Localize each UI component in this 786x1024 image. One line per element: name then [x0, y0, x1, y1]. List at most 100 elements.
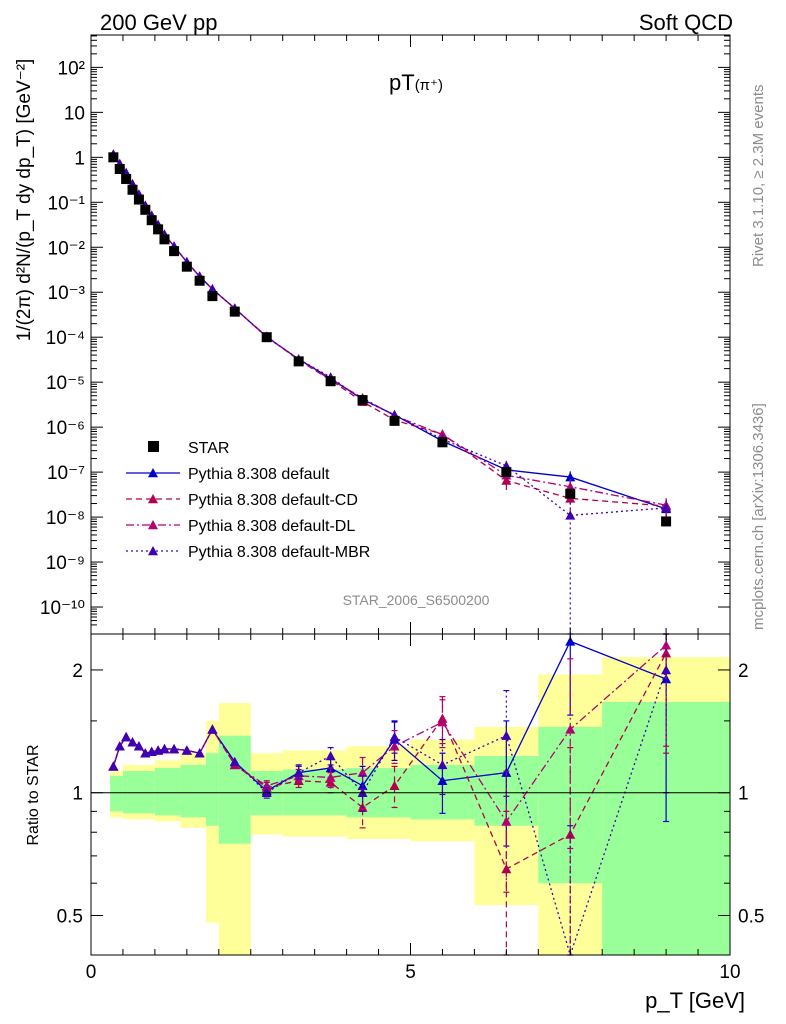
ratio-marker-mbr — [325, 751, 336, 761]
top-marker-star — [121, 173, 132, 184]
y-tick-label-ratio: 2 — [72, 661, 83, 682]
top-marker-star — [146, 215, 157, 226]
legend-marker-star — [148, 441, 159, 452]
plot-title-paren: (π⁺) — [415, 77, 443, 94]
band-green — [110, 775, 123, 812]
y-tick-label-top: 1 — [74, 148, 85, 169]
ratio-marker-mbr — [207, 724, 218, 734]
x-tick-label: 0 — [86, 962, 97, 983]
ratio-marker-mbr — [437, 759, 448, 770]
mcplots-label: mcplots.cern.ch [arXiv:1306.3436] — [750, 403, 767, 630]
band-green — [154, 767, 181, 816]
rivet-label: Rivet 3.1.10, ≥ 2.3M events — [750, 85, 767, 268]
ratio-marker-mbr — [114, 741, 125, 751]
ratio-marker-mbr — [293, 767, 304, 777]
ratio-uncertainty-bands — [110, 657, 730, 955]
top-marker-star — [229, 306, 240, 317]
x-tick-label: 10 — [719, 962, 740, 983]
y-tick-label-ratio-right: 1 — [738, 784, 749, 805]
ratio-marker-mbr — [229, 756, 240, 767]
ratio-marker-mbr — [108, 761, 119, 771]
x-axis-label: p_T [GeV] — [645, 988, 745, 1013]
legend-label: Pythia 8.308 default-CD — [188, 492, 358, 509]
ratio-marker-mbr — [133, 741, 144, 751]
band-green — [218, 735, 251, 844]
y-axis-label-top: 1/(2π) d²N/(p_T dy dp_T) [GeV⁻²] — [14, 59, 35, 342]
top-marker-star — [194, 275, 205, 286]
top-marker-star — [501, 467, 512, 478]
ratio-marker-mbr — [159, 743, 170, 754]
y-tick-label-top: 10⁻⁵ — [46, 373, 85, 394]
plot-title: pT(π⁺) — [389, 70, 443, 95]
ratio-marker-dl — [357, 767, 368, 777]
y-tick-label-top: 10⁻¹ — [48, 193, 86, 214]
y-tick-label-ratio: 0.5 — [57, 906, 83, 927]
analysis-watermark: STAR_2006_S6500200 — [343, 592, 490, 608]
top-marker-star — [114, 163, 125, 174]
top-line-mbr — [112, 154, 667, 517]
top-marker-star — [181, 261, 192, 272]
top-marker-star — [261, 332, 272, 343]
y-tick-label-top: 10⁻⁴ — [46, 328, 85, 349]
top-marker-star — [153, 224, 164, 235]
header-right: Soft QCD — [639, 10, 733, 35]
top-marker-star — [140, 204, 151, 215]
ratio-marker-cd — [565, 829, 576, 839]
ratio-marker-mbr — [389, 731, 400, 742]
ratio-line-mbr — [112, 669, 667, 958]
top-marker-mbr — [207, 284, 218, 294]
top-marker-dl — [565, 481, 576, 492]
y-tick-label-top: 10⁻⁶ — [46, 418, 85, 439]
x-tick-label: 5 — [405, 962, 416, 983]
y-tick-label-top: 10⁻¹⁰ — [40, 598, 85, 619]
plot-title-main: pT — [389, 70, 415, 95]
top-series — [108, 149, 672, 634]
ratio-marker-mbr — [661, 664, 672, 675]
y-axis-label-ratio: Ratio to STAR — [25, 744, 42, 845]
ratio-marker-mbr — [169, 743, 180, 754]
top-marker-star — [159, 234, 170, 245]
header-left: 200 GeV pp — [100, 10, 217, 35]
top-marker-star — [661, 516, 672, 527]
ratio-marker-cd — [325, 777, 336, 787]
ratio-series — [108, 633, 672, 958]
ratio-marker-dl — [389, 741, 400, 751]
top-marker-star — [357, 395, 368, 406]
top-marker-star — [565, 488, 576, 499]
ratio-marker-mbr — [127, 737, 138, 747]
legend-marker-cd — [148, 494, 158, 504]
y-tick-label-top: 10⁻³ — [48, 283, 86, 304]
top-marker-mbr — [661, 502, 672, 513]
ratio-marker-dl — [501, 816, 512, 826]
y-tick-label-top: 10⁻⁷ — [47, 463, 85, 484]
axes-frames: 0 5 10 10⁻¹⁰ 10⁻⁹ 10⁻⁸ 10⁻⁷ 10⁻⁶ 10⁻⁵ 10⁻⁴ 10⁻³ 10⁻… — [40, 34, 764, 983]
y-tick-label-ratio-right: 0.5 — [738, 906, 764, 927]
y-tick-label-top: 10 — [64, 103, 85, 124]
y-tick-label-top: 10⁻² — [48, 238, 86, 259]
legend-label: STAR — [188, 440, 229, 457]
ratio-marker-dl — [325, 772, 336, 782]
ratio-marker-cd — [389, 780, 400, 791]
top-marker-star — [389, 415, 400, 426]
top-marker-default — [565, 472, 576, 482]
y-tick-label-top: 10⁻⁹ — [46, 553, 85, 574]
top-marker-star — [325, 376, 336, 387]
ratio-marker-dl — [437, 717, 448, 727]
legend-marker-mbr — [148, 546, 158, 556]
top-marker-mbr — [565, 510, 576, 520]
band-green — [206, 753, 219, 826]
legend-marker-default — [148, 468, 158, 478]
top-marker-star — [133, 194, 144, 205]
legend-label: Pythia 8.308 default-DL — [188, 518, 355, 535]
ratio-marker-mbr — [121, 731, 132, 742]
top-marker-dl — [437, 429, 448, 439]
band-green — [180, 764, 207, 818]
legend: STAR Pythia 8.308 default Pythia 8.308 def… — [126, 440, 370, 561]
top-marker-star — [169, 246, 180, 257]
legend-marker-dl — [148, 520, 158, 530]
y-tick-label-ratio: 1 — [72, 784, 83, 805]
ratio-marker-mbr — [501, 730, 512, 740]
top-marker-star — [108, 152, 119, 163]
top-panel-frame — [90, 34, 731, 635]
top-marker-star — [207, 291, 218, 302]
